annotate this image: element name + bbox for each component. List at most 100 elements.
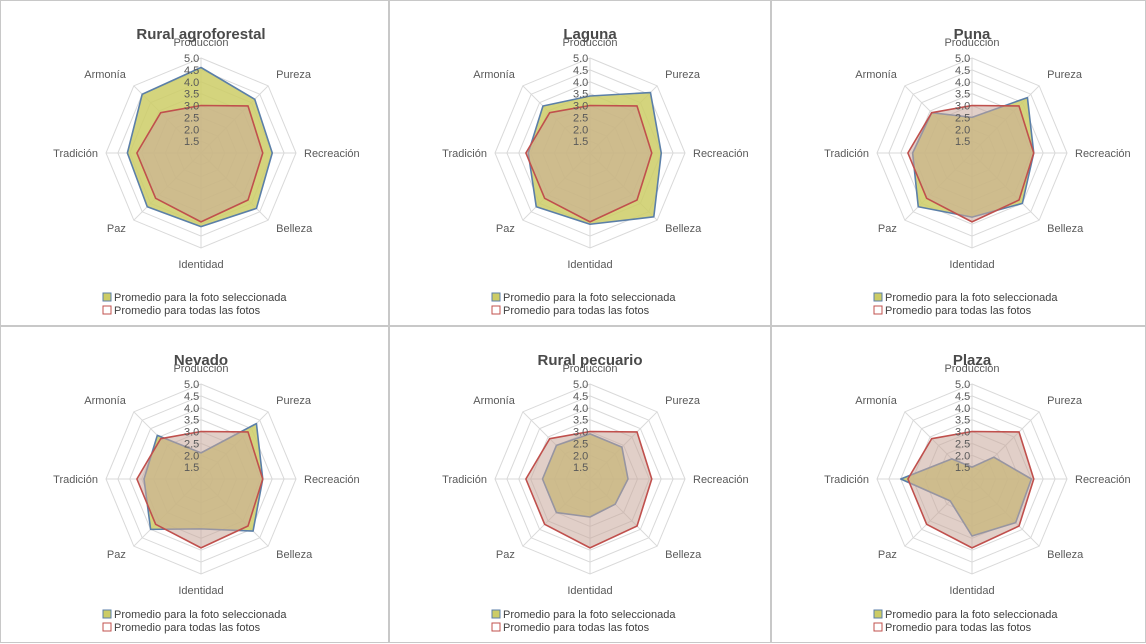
axis-label-recreacion: Recreación bbox=[693, 148, 749, 160]
series-all-photos bbox=[907, 430, 1035, 549]
tick-label: 1.5 bbox=[573, 136, 588, 148]
axis-label-produccion: Producción bbox=[173, 363, 228, 375]
series-all-photos bbox=[525, 104, 653, 223]
axis-label-recreacion: Recreación bbox=[304, 474, 360, 486]
legend-label: Promedio para la foto seleccionada bbox=[885, 292, 1058, 304]
tick-label: 5.0 bbox=[184, 53, 199, 65]
tick-label: 3.0 bbox=[573, 427, 588, 439]
legend-label: Promedio para todas las fotos bbox=[503, 305, 650, 317]
tick-label: 2.5 bbox=[573, 112, 588, 124]
axis-label-armonia: Armonía bbox=[473, 395, 515, 407]
tick-label: 4.0 bbox=[184, 403, 199, 415]
legend-item-selected: Promedio para la foto seleccionada bbox=[102, 609, 287, 621]
legend-swatch bbox=[102, 609, 112, 619]
axis-label-paz: Paz bbox=[496, 223, 515, 235]
chart-panel-rural-agroforestal: Rural agroforestal 5.0 4.5 4.0 3.5 3.0 2.5 2.0 1… bbox=[0, 0, 389, 326]
tick-label: 2.0 bbox=[955, 124, 970, 136]
legend-label: Promedio para la foto seleccionada bbox=[114, 292, 287, 304]
radar-chart-nevado: Nevado 5.04.54.03.53.02.52.01.5 Producción… bbox=[53, 352, 360, 634]
chart-title: Nevado bbox=[174, 352, 228, 369]
legend-label: Promedio para la foto seleccionada bbox=[885, 609, 1058, 621]
tick-label: 5.0 bbox=[573, 53, 588, 65]
axis-label-pureza: Pureza bbox=[276, 69, 312, 81]
legend-item-all: Promedio para todas las fotos bbox=[102, 622, 261, 634]
chart-title: Plaza bbox=[953, 352, 992, 369]
legend-label: Promedio para todas las fotos bbox=[885, 622, 1032, 634]
legend-swatch bbox=[873, 305, 883, 315]
legend-item-selected: Promedio para la foto seleccionada bbox=[873, 292, 1058, 304]
radar-chart-plaza: Plaza 5.04.54.03.53.02.52.01.5 Producción P… bbox=[824, 352, 1131, 634]
legend-swatch bbox=[102, 622, 112, 632]
tick-label: 2.0 bbox=[184, 450, 199, 462]
axis-label-belleza: Belleza bbox=[1047, 549, 1084, 561]
chart-panel-nevado: Nevado 5.0 4.5 4.0 3.5 3.0 2.5 2.0 1.5 Producción… bbox=[0, 326, 389, 643]
series-all-photos bbox=[525, 430, 653, 549]
axis-label-produccion: Producción bbox=[562, 37, 617, 49]
axis-label-identidad: Identidad bbox=[567, 585, 612, 597]
tick-label: 4.5 bbox=[955, 65, 970, 77]
tick-label: 1.5 bbox=[184, 462, 199, 474]
legend-label: Promedio para todas las fotos bbox=[885, 305, 1032, 317]
legend-swatch bbox=[102, 292, 112, 302]
axis-label-identidad: Identidad bbox=[178, 259, 223, 271]
legend-item-all: Promedio para todas las fotos bbox=[491, 305, 650, 317]
legend-swatch bbox=[873, 292, 883, 302]
axis-label-identidad: Identidad bbox=[949, 585, 994, 597]
chart-panel-plaza: Plaza 5.0 4.5 4.0 3.5 3.0 2.5 2.0 1.5 Producción P… bbox=[771, 326, 1146, 643]
tick-label: 3.0 bbox=[955, 427, 970, 439]
axis-label-belleza: Belleza bbox=[1047, 223, 1084, 235]
legend-item-all: Promedio para todas las fotos bbox=[102, 305, 261, 317]
axis-label-paz: Paz bbox=[107, 223, 126, 235]
axis-label-armonia: Armonía bbox=[84, 69, 126, 81]
tick-label: 2.5 bbox=[573, 438, 588, 450]
tick-label: 5.0 bbox=[573, 379, 588, 391]
axis-label-tradicion: Tradición bbox=[53, 474, 98, 486]
series-all-photos bbox=[136, 104, 264, 223]
tick-label: 4.0 bbox=[184, 77, 199, 89]
tick-label: 3.5 bbox=[955, 415, 970, 427]
axis-label-belleza: Belleza bbox=[665, 549, 702, 561]
axis-label-identidad: Identidad bbox=[949, 259, 994, 271]
tick-label: 1.5 bbox=[955, 136, 970, 148]
tick-label: 4.0 bbox=[573, 403, 588, 415]
tick-label: 3.5 bbox=[573, 89, 588, 101]
axis-label-produccion: Producción bbox=[944, 363, 999, 375]
tick-label: 4.5 bbox=[573, 391, 588, 403]
axis-label-armonia: Armonía bbox=[473, 69, 515, 81]
tick-label: 3.5 bbox=[184, 415, 199, 427]
tick-label: 2.5 bbox=[184, 438, 199, 450]
axis-label-belleza: Belleza bbox=[276, 223, 313, 235]
tick-label: 2.0 bbox=[955, 450, 970, 462]
series-all-photos bbox=[907, 104, 1035, 223]
tick-label: 3.5 bbox=[184, 89, 199, 101]
axis-label-recreacion: Recreación bbox=[304, 148, 360, 160]
axis-label-armonia: Armonía bbox=[855, 395, 897, 407]
legend-item-selected: Promedio para la foto seleccionada bbox=[491, 292, 676, 304]
axis-label-recreacion: Recreación bbox=[1075, 474, 1131, 486]
axis-label-tradicion: Tradición bbox=[53, 148, 98, 160]
tick-label: 1.5 bbox=[573, 462, 588, 474]
tick-label: 4.0 bbox=[955, 403, 970, 415]
legend-swatch bbox=[102, 305, 112, 315]
axis-label-paz: Paz bbox=[107, 549, 126, 561]
axis-label-produccion: Producción bbox=[944, 37, 999, 49]
axis-label-paz: Paz bbox=[878, 549, 897, 561]
legend-swatch bbox=[491, 609, 501, 619]
axis-label-tradicion: Tradición bbox=[442, 148, 487, 160]
tick-label: 3.0 bbox=[573, 101, 588, 113]
legend-item-all: Promedio para todas las fotos bbox=[873, 305, 1032, 317]
tick-label: 5.0 bbox=[955, 379, 970, 391]
tick-label: 2.0 bbox=[184, 124, 199, 136]
radar-chart-laguna: Laguna 5.04.54.03.53.02.52.01.5 Producción… bbox=[442, 26, 749, 317]
axis-label-tradicion: Tradición bbox=[824, 474, 869, 486]
legend-label: Promedio para la foto seleccionada bbox=[503, 609, 676, 621]
axis-label-produccion: Producción bbox=[562, 363, 617, 375]
tick-label: 4.0 bbox=[573, 77, 588, 89]
axis-label-tradicion: Tradición bbox=[442, 474, 487, 486]
legend-item-selected: Promedio para la foto seleccionada bbox=[873, 609, 1058, 621]
axis-label-recreacion: Recreación bbox=[1075, 148, 1131, 160]
tick-label: 4.5 bbox=[184, 391, 199, 403]
axis-label-belleza: Belleza bbox=[276, 549, 313, 561]
tick-label: 3.5 bbox=[955, 89, 970, 101]
tick-label: 4.5 bbox=[955, 391, 970, 403]
